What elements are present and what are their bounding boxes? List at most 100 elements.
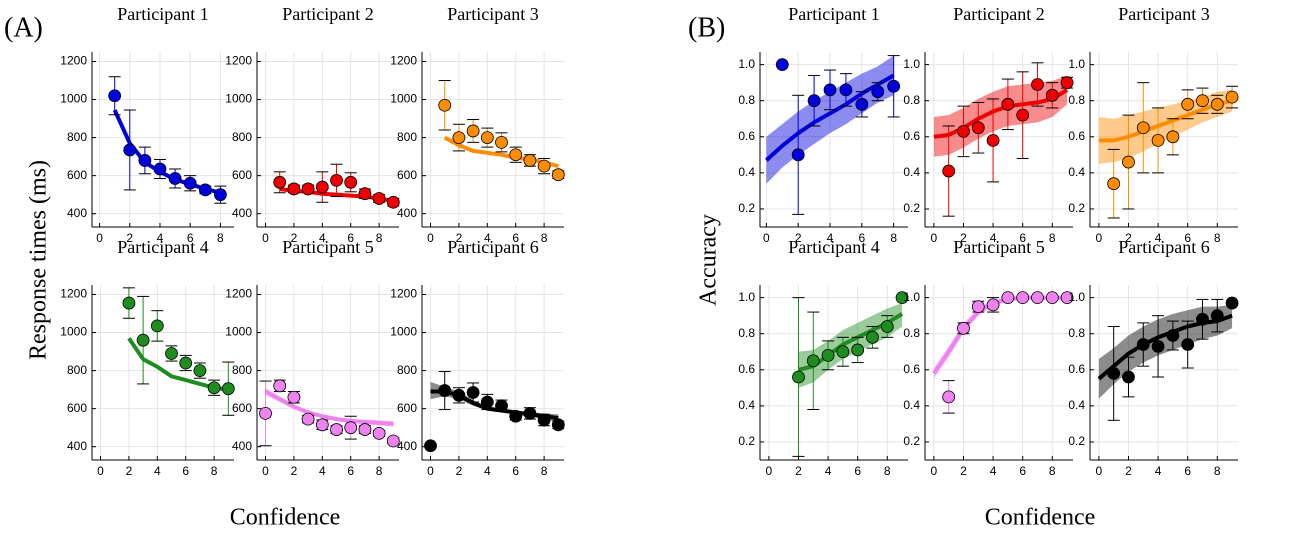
data-point (1136, 338, 1150, 351)
subplot-title: Participant 2 (953, 4, 1044, 24)
y-tick-label: 0.8 (903, 326, 920, 340)
y-tick-label: 600 (232, 168, 252, 182)
y-tick-label: 600 (67, 401, 87, 415)
y-tick-label: 600 (232, 401, 252, 415)
y-tick-label: 1.0 (1068, 57, 1085, 71)
x-tick-label: 0 (1096, 464, 1103, 478)
data-point (372, 426, 386, 440)
x-tick-label: 0 (931, 464, 938, 478)
subplot: Participant 2 0.2 0.4 0.6 0.8 1.0 0 2 4 6 8 (903, 4, 1074, 245)
y-tick-label: 0.8 (738, 326, 755, 340)
x-tick-label: 6 (347, 464, 354, 478)
model-line (932, 295, 1068, 375)
x-tick-label: 0 (763, 231, 770, 245)
y-tick-label: 0.6 (1068, 362, 1085, 376)
data-point (880, 320, 894, 333)
y-tick-label: 0.2 (903, 434, 920, 448)
y-tick-label: 1000 (60, 92, 87, 106)
y-tick-label: 1000 (390, 325, 417, 339)
data-point (198, 183, 212, 197)
y-tick-label: 800 (67, 130, 87, 144)
data-point (537, 413, 551, 427)
x-tick-label: 8 (884, 464, 891, 478)
model-line (933, 88, 1069, 139)
x-tick-label: 2 (1125, 464, 1132, 478)
x-tick-label: 6 (1184, 231, 1191, 245)
data-point (971, 121, 985, 135)
data-point (358, 187, 372, 201)
x-tick-label: 8 (1214, 231, 1221, 245)
data-point (1166, 329, 1180, 342)
data-point (1001, 97, 1015, 111)
y-tick-label: 1200 (60, 54, 87, 68)
y-tick-label: 800 (232, 363, 252, 377)
model-line (1097, 313, 1233, 381)
data-point (806, 354, 820, 368)
model-line (1098, 98, 1233, 143)
data-point (1225, 90, 1239, 104)
y-tick-label: 600 (397, 401, 417, 415)
x-tick-label: 6 (512, 464, 519, 478)
y-tick-label: 1000 (390, 92, 417, 106)
subplot: Participant 5 0.2 0.4 0.6 0.8 1.0 0 2 4 6 8 (903, 237, 1074, 478)
y-tick-label: 1200 (60, 287, 87, 301)
x-tick-label: 0 (262, 231, 269, 245)
data-point (301, 182, 315, 196)
x-tick-label: 2 (126, 464, 133, 478)
data-point (372, 192, 386, 205)
data-point (438, 384, 452, 397)
y-tick-label: 400 (232, 439, 252, 453)
data-point (207, 381, 221, 395)
data-point (165, 347, 178, 360)
x-tick-label: 8 (376, 464, 383, 478)
x-tick-label: 4 (827, 231, 834, 245)
data-point (123, 143, 137, 157)
data-point (179, 356, 193, 370)
data-point (1016, 108, 1030, 122)
x-tick-label: 2 (456, 231, 463, 245)
data-point (1107, 367, 1121, 380)
x-tick-label: 4 (157, 231, 164, 245)
x-tick-label: 4 (154, 464, 161, 478)
data-point (1181, 338, 1195, 351)
data-point (466, 386, 480, 399)
x-tick-label: 4 (319, 464, 326, 478)
y-tick-label: 0.4 (903, 398, 920, 412)
data-point (344, 175, 358, 189)
data-point (839, 83, 853, 97)
y-tick-label: 1200 (390, 287, 417, 301)
model-line (430, 389, 559, 421)
x-tick-label: 0 (262, 464, 269, 478)
x-tick-label: 2 (960, 231, 967, 245)
data-point (823, 83, 837, 97)
data-point (871, 85, 885, 99)
data-point (1225, 296, 1239, 310)
model-line (443, 135, 559, 169)
x-tick-label: 6 (854, 464, 861, 478)
x-tick-label: 6 (187, 231, 194, 245)
y-tick-label: 400 (67, 439, 87, 453)
data-point (168, 172, 182, 185)
data-point (1151, 134, 1165, 147)
x-tick-label: 8 (541, 464, 548, 478)
y-tick-label: 0.2 (1068, 201, 1085, 215)
y-tick-label: 0.8 (738, 93, 755, 107)
y-tick-label: 1.0 (903, 290, 920, 304)
data-point (424, 439, 437, 453)
subplot-title: Participant 6 (1118, 237, 1209, 257)
data-point (287, 390, 301, 404)
y-tick-label: 1.0 (738, 290, 755, 304)
subplot: Participant 5 400 600 800 1000 1200 0 2 4 6 8 (225, 237, 400, 478)
data-point (138, 154, 152, 167)
x-tick-label: 8 (211, 464, 218, 478)
data-point (509, 148, 523, 162)
data-point (509, 409, 523, 423)
y-tick-label: 800 (397, 363, 417, 377)
x-tick-label: 2 (291, 231, 298, 245)
x-tick-label: 4 (1155, 231, 1162, 245)
x-tick-label: 4 (1155, 464, 1162, 478)
data-point (971, 300, 985, 314)
x-tick-label: 2 (456, 464, 463, 478)
subplot-title: Participant 5 (282, 237, 373, 257)
x-tick-label: 6 (512, 231, 519, 245)
